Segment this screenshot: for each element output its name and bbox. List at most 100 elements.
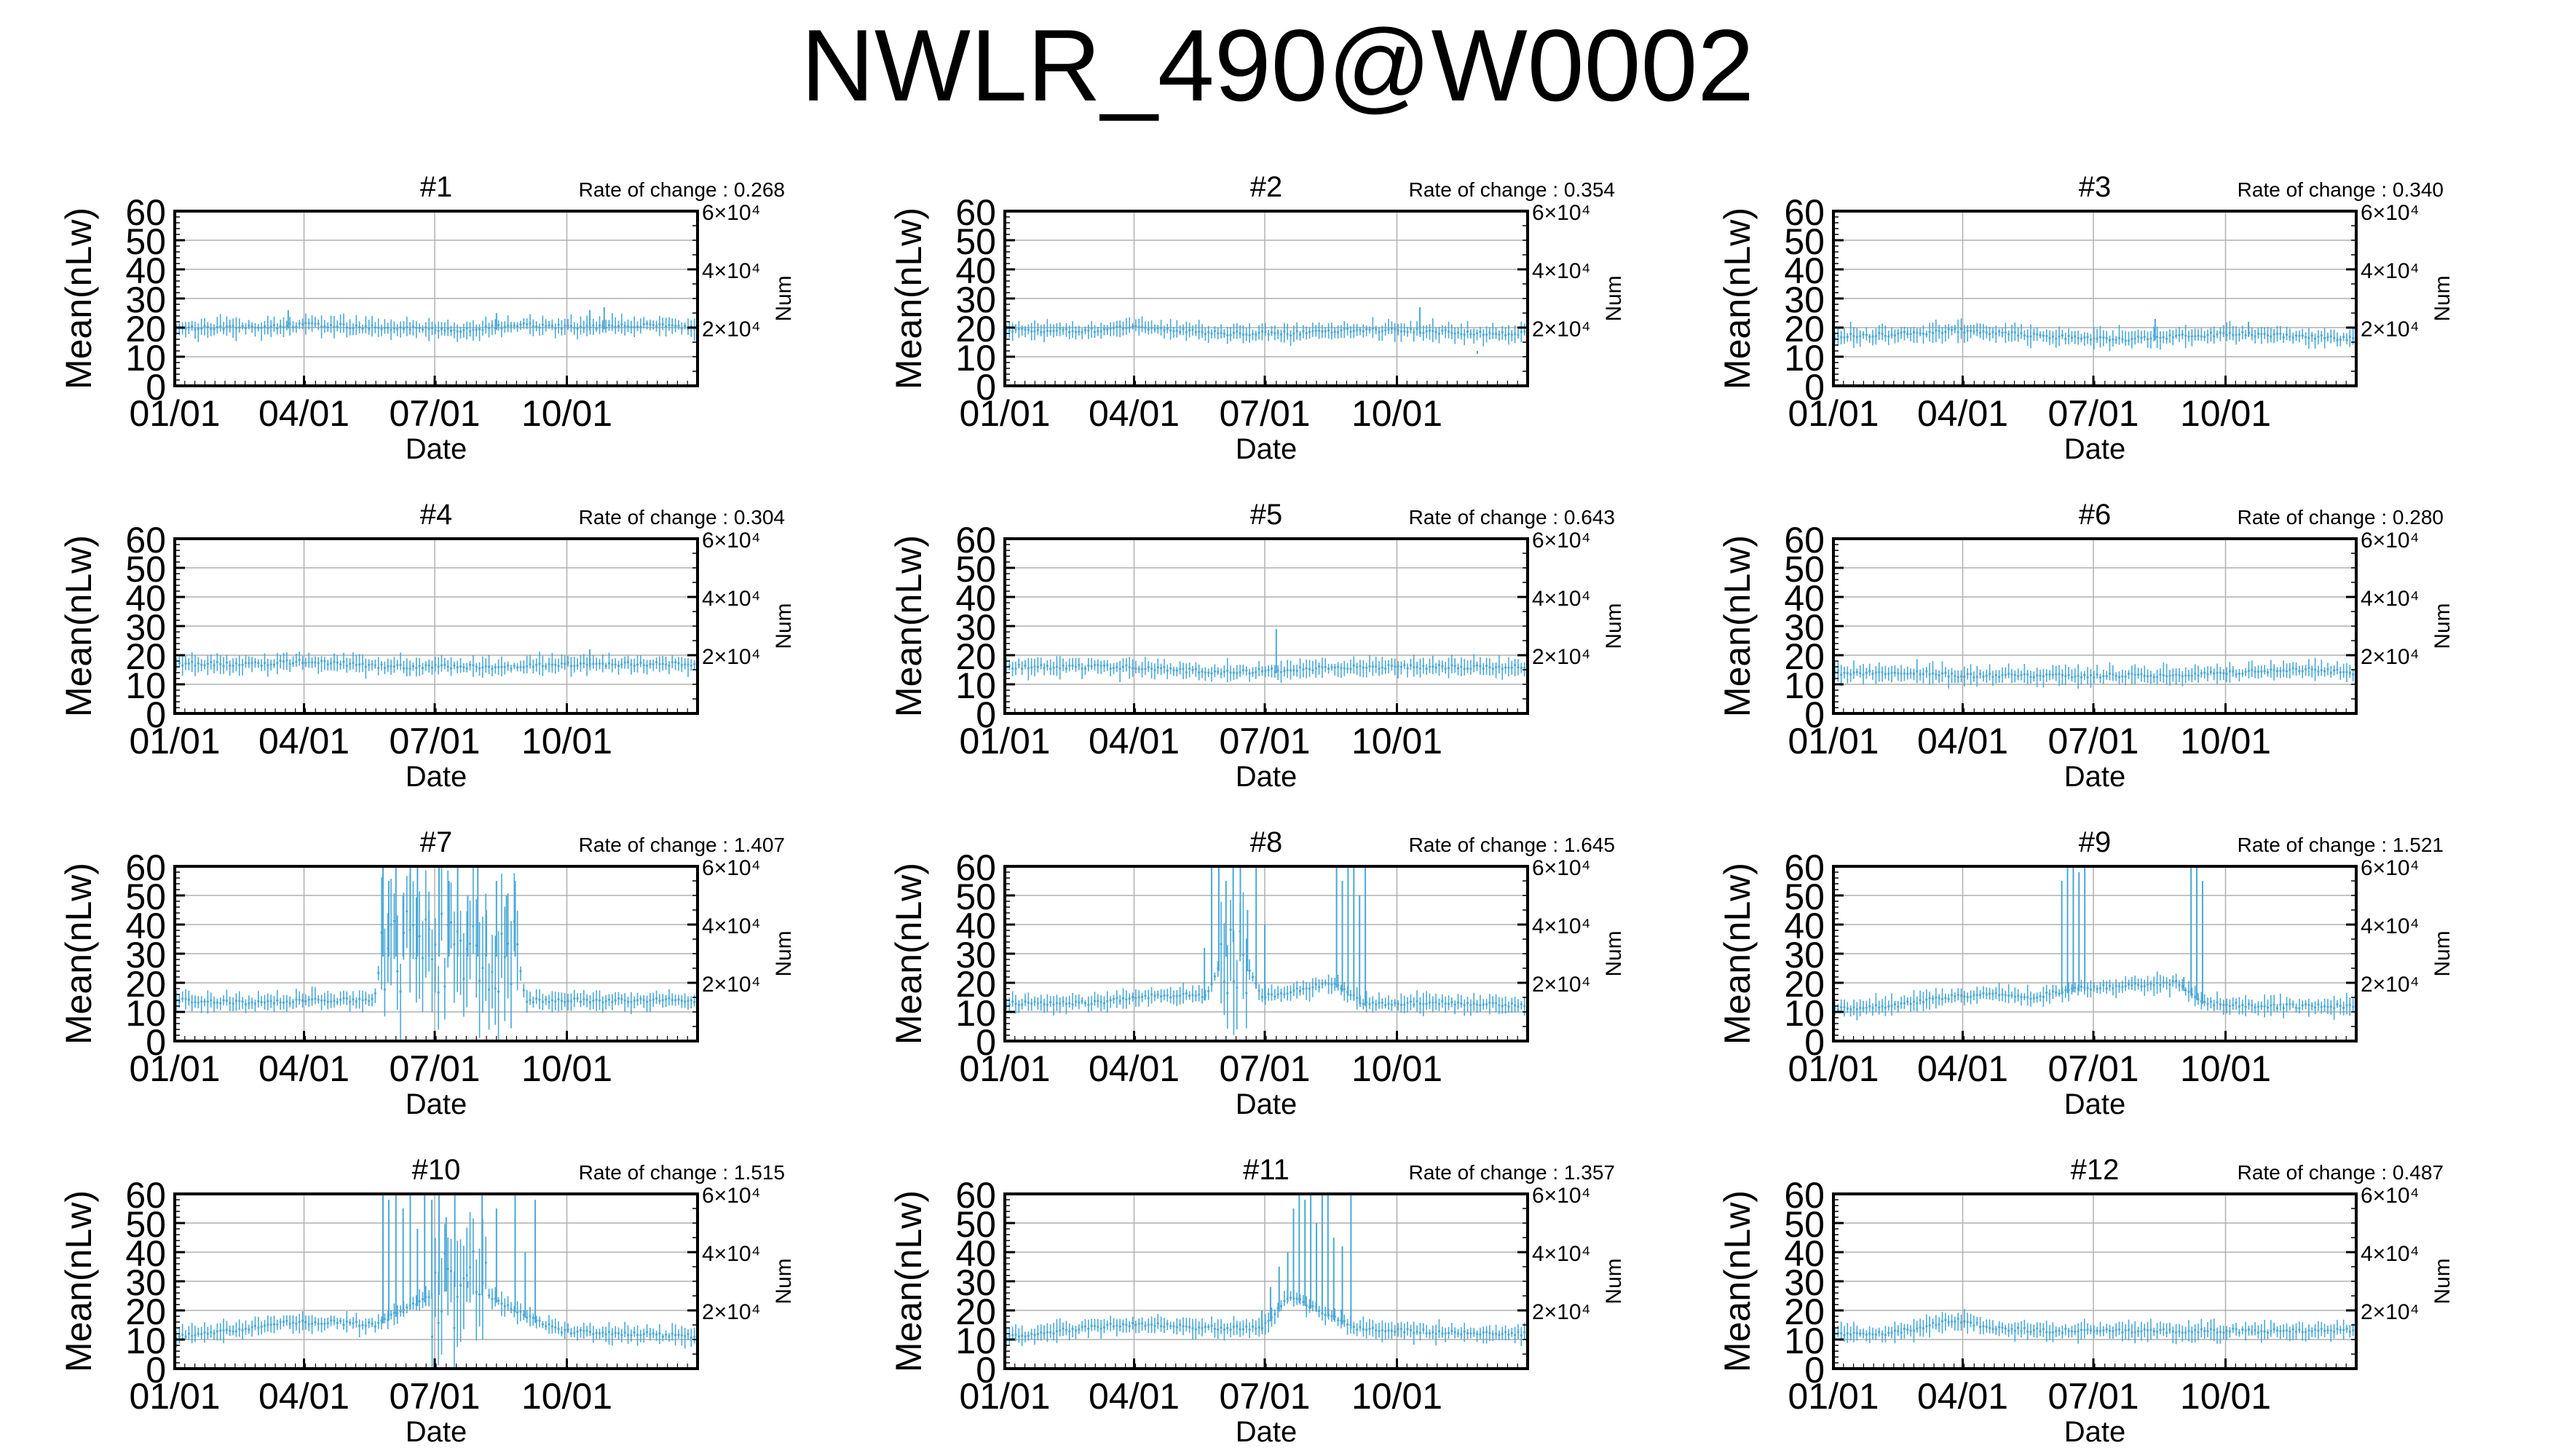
y-tick-label: 10 — [1784, 665, 1825, 706]
rate-of-change-label: Rate of change : 1.407 — [579, 834, 785, 856]
y2-axis-label: Num — [772, 275, 796, 321]
y2-tick-label: 2×10⁴ — [2361, 645, 2419, 669]
rate-of-change-label: Rate of change : 1.515 — [579, 1161, 785, 1184]
y-tick-label: 60 — [1784, 847, 1825, 888]
series-marks — [1833, 318, 2355, 352]
x-tick-label: 07/01 — [389, 1048, 480, 1089]
y-tick-label: 10 — [1784, 993, 1825, 1034]
y2-tick-label: 4×10⁴ — [2361, 587, 2419, 611]
x-tick-label: 10/01 — [521, 1048, 612, 1089]
y-tick-label: 40 — [955, 250, 996, 291]
x-tick-label: 10/01 — [2180, 1048, 2271, 1089]
x-tick-label: 01/01 — [1788, 393, 1879, 434]
y-tick-label: 50 — [125, 549, 166, 590]
y-axis-label: Mean(nLw) — [888, 535, 929, 717]
rate-of-change-label: Rate of change : 0.354 — [1409, 178, 1615, 201]
x-tick-label: 07/01 — [2047, 1048, 2139, 1089]
y-tick-label: 0 — [976, 695, 996, 735]
y-tick-label: 60 — [955, 192, 996, 233]
y-tick-label: 20 — [955, 309, 996, 349]
y-tick-label: 20 — [125, 636, 166, 677]
x-tick-label: 04/01 — [1917, 1048, 2008, 1089]
y2-tick-label: 2×10⁴ — [1532, 317, 1590, 341]
y-tick-label: 60 — [1784, 520, 1825, 561]
y-tick-label: 30 — [125, 1262, 166, 1303]
y2-tick-label: 6×10⁴ — [2361, 201, 2419, 225]
x-axis-label: Date — [406, 1416, 467, 1448]
x-tick-label: 07/01 — [389, 1376, 480, 1417]
x-axis-label: Date — [2064, 761, 2126, 793]
y2-tick-label: 6×10⁴ — [1532, 856, 1590, 880]
y2-axis-label: Num — [2430, 930, 2455, 976]
y-tick-label: 10 — [125, 993, 166, 1034]
x-axis-label: Date — [2064, 1088, 2126, 1120]
y-tick-label: 30 — [125, 280, 166, 320]
y-axis-label: Mean(nLw) — [1717, 863, 1758, 1045]
y-tick-label: 20 — [1784, 636, 1825, 677]
y-tick-label: 50 — [1784, 877, 1825, 917]
x-tick-label: 10/01 — [521, 721, 612, 761]
y-tick-label: 10 — [125, 1321, 166, 1361]
y-axis-label: Mean(nLw) — [1717, 207, 1758, 389]
x-tick-label: 04/01 — [258, 721, 350, 761]
y-tick-label: 10 — [955, 993, 996, 1034]
y2-tick-label: 4×10⁴ — [702, 587, 760, 611]
x-tick-label: 04/01 — [258, 1048, 350, 1089]
series-marks — [175, 866, 696, 1040]
y-tick-label: 50 — [1784, 221, 1825, 262]
y-tick-label: 10 — [955, 665, 996, 706]
y-tick-label: 30 — [955, 607, 996, 648]
rate-of-change-label: Rate of change : 0.280 — [2238, 506, 2444, 529]
y2-tick-label: 2×10⁴ — [1532, 645, 1590, 669]
y-axis-label: Mean(nLw) — [58, 1190, 99, 1372]
y-axis-label: Mean(nLw) — [58, 535, 99, 717]
y-tick-label: 0 — [1804, 695, 1825, 735]
y-tick-label: 0 — [146, 695, 166, 735]
y-tick-label: 30 — [125, 935, 166, 976]
x-tick-label: 07/01 — [1219, 393, 1310, 434]
series-marks — [175, 649, 696, 679]
y-tick-label: 60 — [955, 847, 996, 888]
y-tick-label: 20 — [955, 964, 996, 1005]
y-tick-label: 60 — [955, 520, 996, 561]
series-marks — [1005, 307, 1526, 354]
y-tick-label: 40 — [125, 1233, 166, 1274]
x-axis-label: Date — [1236, 1088, 1298, 1120]
x-tick-label: 01/01 — [1788, 721, 1879, 761]
y2-tick-label: 4×10⁴ — [702, 1242, 760, 1266]
y-tick-label: 50 — [955, 877, 996, 917]
y2-tick-label: 2×10⁴ — [702, 645, 760, 669]
y2-tick-label: 4×10⁴ — [1532, 259, 1590, 283]
x-tick-label: 10/01 — [1351, 393, 1442, 434]
x-tick-label: 10/01 — [2180, 721, 2271, 761]
y2-tick-label: 6×10⁴ — [702, 856, 760, 880]
y-tick-label: 60 — [1784, 192, 1825, 233]
y-tick-label: 50 — [955, 221, 996, 262]
y-tick-label: 20 — [125, 309, 166, 349]
x-tick-label: 04/01 — [258, 1376, 350, 1417]
x-tick-label: 07/01 — [1219, 1048, 1310, 1089]
y-tick-label: 60 — [125, 847, 166, 888]
y2-tick-label: 2×10⁴ — [702, 317, 760, 341]
x-tick-label: 10/01 — [1351, 1048, 1442, 1089]
y-tick-label: 0 — [1804, 367, 1825, 408]
x-tick-label: 01/01 — [959, 1048, 1050, 1089]
rate-of-change-label: Rate of change : 1.521 — [2238, 834, 2444, 856]
y-tick-label: 0 — [1804, 1022, 1825, 1063]
y-tick-label: 40 — [125, 906, 166, 946]
y-tick-label: 10 — [125, 338, 166, 379]
panel-title: #9 — [2079, 826, 2112, 858]
x-axis-label: Date — [406, 761, 467, 793]
y-tick-label: 20 — [1784, 309, 1825, 349]
y-tick-label: 30 — [955, 935, 996, 976]
y-tick-label: 50 — [1784, 549, 1825, 590]
y-axis-label: Mean(nLw) — [888, 207, 929, 389]
y-tick-label: 20 — [125, 964, 166, 1005]
y2-tick-label: 4×10⁴ — [2361, 259, 2419, 283]
y-tick-label: 50 — [955, 549, 996, 590]
y-tick-label: 30 — [1784, 935, 1825, 976]
y2-tick-label: 2×10⁴ — [702, 973, 760, 997]
